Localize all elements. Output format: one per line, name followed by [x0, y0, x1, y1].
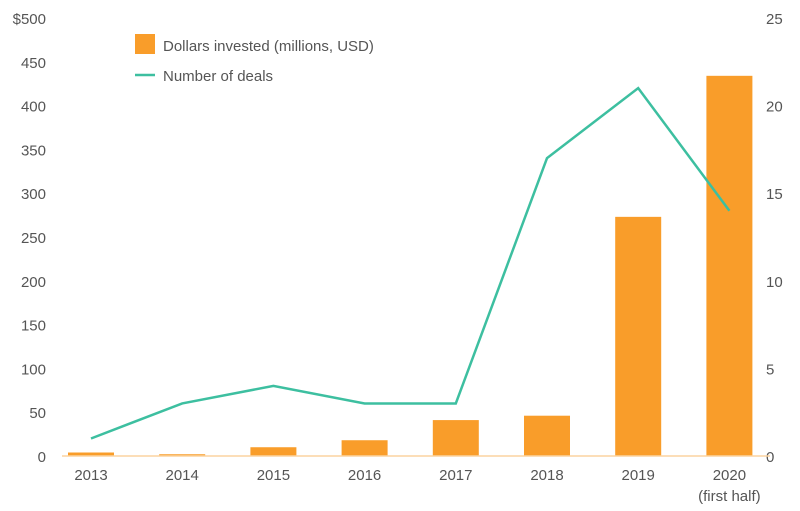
left-axis-tick-label: 150	[21, 318, 46, 335]
bar-2016	[342, 440, 388, 456]
right-axis-tick-label: 25	[766, 11, 783, 28]
x-axis-label: 2019	[622, 467, 655, 484]
left-axis-tick-label: 250	[21, 230, 46, 247]
legend-swatch-dollars	[135, 34, 155, 54]
bar-2015	[250, 447, 296, 456]
bar-2020	[706, 76, 752, 456]
right-axis-tick-label: 10	[766, 274, 783, 291]
right-axis-tick-label: 15	[766, 186, 783, 203]
left-axis-tick-label: 100	[21, 361, 46, 378]
legend-label-deals: Number of deals	[163, 68, 273, 85]
right-axis-tick-label: 0	[766, 449, 774, 466]
bar-2019	[615, 217, 661, 456]
right-axis-tick-label: 20	[766, 99, 783, 116]
x-axis-label: 2015	[257, 467, 290, 484]
x-axis-label: 2014	[166, 467, 199, 484]
legend-label-dollars: Dollars invested (millions, USD)	[163, 38, 374, 55]
x-axis-label: 2017	[439, 467, 472, 484]
left-axis-tick-label: 0	[38, 449, 46, 466]
x-axis-label: 2020	[713, 467, 746, 484]
right-axis-tick-label: 5	[766, 361, 774, 378]
left-axis-tick-label: 300	[21, 186, 46, 203]
x-axis-label: 2018	[530, 467, 563, 484]
left-axis-tick-label: 450	[21, 55, 46, 72]
bar-2018	[524, 416, 570, 456]
x-axis-label: 2016	[348, 467, 381, 484]
left-axis-tick-label: 350	[21, 142, 46, 159]
x-axis-sublabel: (first half)	[698, 488, 761, 505]
left-axis-tick-label: 400	[21, 99, 46, 116]
left-axis-tick-label: $500	[13, 11, 46, 28]
left-axis-tick-label: 50	[29, 405, 46, 422]
left-axis-tick-label: 200	[21, 274, 46, 291]
bar-2017	[433, 420, 479, 456]
x-axis-label: 2013	[74, 467, 107, 484]
